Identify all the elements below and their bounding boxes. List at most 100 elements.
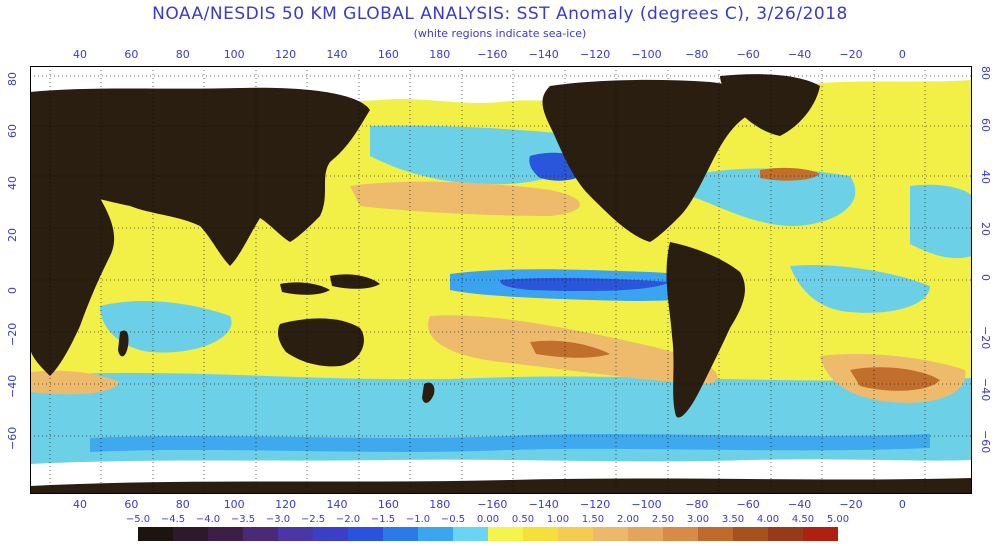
colorbar-swatch: [173, 527, 209, 541]
colorbar-label: −2.0: [335, 514, 361, 525]
indian-ocean-cool-region: [100, 301, 232, 353]
lat-tick-label-left: 40: [6, 176, 19, 190]
lon-tick-label-bottom: −20: [839, 498, 863, 511]
map-subtitle: (white regions indicate sea-ice): [413, 27, 587, 40]
colorbar-swatch: [418, 527, 454, 541]
lon-tick-label-top: −100: [631, 48, 662, 61]
west-africa-warm-strip: [30, 370, 120, 395]
southern-ocean-cold-streaks: [90, 434, 930, 452]
lon-tick-label-bottom: 100: [223, 498, 245, 511]
north-atlantic-hot-streak: [760, 167, 820, 181]
lon-tick-label-bottom: −100: [631, 498, 662, 511]
colorbar-swatch: [488, 527, 524, 541]
lon-tick-label-bottom: −40: [787, 498, 812, 511]
colorbar-swatch: [803, 527, 838, 541]
lat-tick-label-left: −20: [6, 322, 19, 346]
north-atlantic-cool-region: [690, 168, 856, 226]
lon-tick-label-bottom: 140: [326, 498, 348, 511]
colorbar-label: −1.5: [370, 514, 396, 525]
lon-tick-label-bottom: 0: [898, 498, 906, 511]
lat-tick-label-right: −60: [979, 430, 992, 454]
colorbar-label: −4.0: [195, 514, 221, 525]
cold-anomaly-regions: [90, 152, 930, 452]
lon-tick-label-top: 60: [124, 48, 139, 61]
colorbar-label: −2.5: [300, 514, 326, 525]
colorbar-swatch: [523, 527, 559, 541]
lat-tick-label-right: −40: [979, 378, 992, 402]
colorbar-label: −5.0: [125, 514, 151, 525]
lat-tick-label-left: 60: [6, 124, 19, 138]
south-america-landmass: [666, 242, 745, 418]
greenland-landmass: [720, 74, 820, 136]
colorbar-swatch: [383, 527, 419, 541]
lat-tick-label-left: 0: [6, 287, 19, 294]
map-frame: [30, 66, 972, 494]
lat-tick-label-left: −40: [6, 374, 19, 398]
lat-tick-label-left: −60: [6, 426, 19, 450]
colorbar-label: 1.00: [546, 514, 570, 525]
colorbar: [138, 527, 838, 541]
lon-tick-label-top: 180: [429, 48, 451, 61]
lat-tick-label-right: 80: [979, 66, 992, 80]
colorbar-swatch: [243, 527, 279, 541]
lon-tick-label-bottom: −80: [685, 498, 709, 511]
colorbar-swatch: [558, 527, 594, 541]
colorbar-swatch: [768, 527, 804, 541]
africa-landmass: [30, 190, 115, 376]
south-atlantic-cool-region: [790, 264, 930, 313]
lon-tick-label-top: −40: [787, 48, 812, 61]
lon-tick-label-top: −140: [528, 48, 559, 61]
colorbar-swatch: [698, 527, 734, 541]
south-atlantic-hot-core: [850, 367, 940, 391]
colorbar-swatch: [663, 527, 699, 541]
warm-anomaly-regions: [30, 181, 966, 403]
colorbar-label: −3.0: [265, 514, 291, 525]
colorbar-label: −4.5: [160, 514, 186, 525]
lon-tick-label-top: −120: [580, 48, 611, 61]
lat-tick-label-left: 20: [6, 228, 19, 242]
lon-tick-label-top: 80: [175, 48, 190, 61]
equatorial-pacific-core: [500, 277, 670, 292]
sst-anomaly-map: [30, 66, 972, 494]
lon-tick-label-top: 0: [898, 48, 906, 61]
lon-tick-label-bottom: −60: [736, 498, 760, 511]
lon-tick-label-top: 140: [326, 48, 348, 61]
colorbar-label: 2.50: [651, 514, 675, 525]
eurasia-landmass: [30, 87, 370, 266]
lat-tick-label-right: −20: [979, 326, 992, 350]
lon-tick-label-top: −160: [477, 48, 508, 61]
colorbar-label: 1.50: [581, 514, 605, 525]
lon-tick-label-bottom: 120: [275, 498, 297, 511]
indonesia-islands: [280, 274, 380, 295]
far-east-cool-strip: [910, 184, 972, 259]
map-title: NOAA/NESDIS 50 KM GLOBAL ANALYSIS: SST A…: [152, 4, 848, 24]
lon-tick-label-bottom: −160: [477, 498, 508, 511]
lon-tick-label-bottom: 160: [377, 498, 399, 511]
lon-tick-label-top: 100: [223, 48, 245, 61]
australia-landmass: [278, 318, 364, 367]
lon-tick-label-top: 40: [73, 48, 87, 61]
colorbar-label: 5.00: [826, 514, 850, 525]
lat-tick-label-left: 80: [6, 72, 19, 86]
lat-tick-label-right: 60: [979, 118, 992, 132]
colorbar-label: 3.00: [686, 514, 710, 525]
south-pacific-hot-patch: [530, 340, 610, 358]
north-pacific-warm-band: [350, 181, 580, 216]
colorbar-swatch: [138, 527, 174, 541]
lon-tick-label-bottom: 80: [175, 498, 190, 511]
lat-tick-label-right: 40: [979, 170, 992, 184]
lon-tick-label-bottom: −140: [528, 498, 559, 511]
lon-tick-label-bottom: 60: [124, 498, 139, 511]
colorbar-label: 0.50: [511, 514, 535, 525]
colorbar-swatch: [313, 527, 349, 541]
colorbar-swatch: [628, 527, 664, 541]
lon-tick-label-top: 160: [377, 48, 399, 61]
colorbar-swatch: [208, 527, 244, 541]
hot-anomaly-regions: [530, 167, 940, 391]
north-america-landmass: [542, 79, 758, 242]
lon-tick-label-top: 120: [275, 48, 297, 61]
new-zealand-landmass: [422, 382, 435, 403]
colorbar-swatch: [733, 527, 769, 541]
antarctica-landmass: [30, 478, 972, 494]
lon-tick-label-top: −60: [736, 48, 760, 61]
